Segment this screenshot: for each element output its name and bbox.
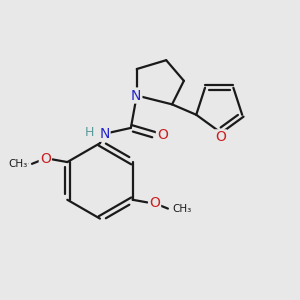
Text: O: O — [215, 130, 226, 144]
Text: N: N — [131, 88, 141, 103]
Text: CH₃: CH₃ — [172, 204, 192, 214]
Text: methoxy1: methoxy1 — [22, 163, 30, 164]
Text: O: O — [157, 128, 168, 142]
Text: H: H — [85, 126, 94, 139]
Text: O: O — [40, 152, 51, 166]
Text: N: N — [99, 127, 110, 141]
Text: O: O — [149, 196, 160, 210]
Text: CH₃: CH₃ — [8, 159, 28, 169]
